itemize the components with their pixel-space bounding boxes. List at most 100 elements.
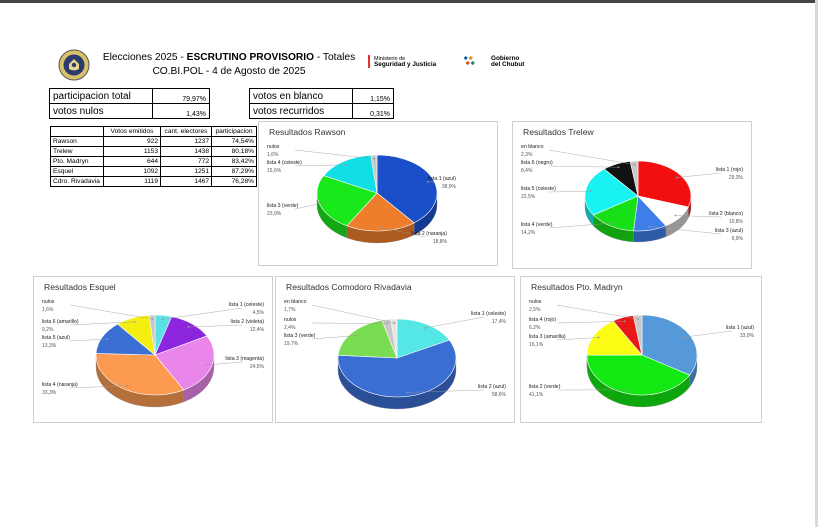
summary-table-right: votos en blanco 1,15% votos recurridos 0… [249, 88, 394, 119]
slice-value-label: 13,3% [42, 343, 57, 349]
leader-dot [612, 222, 615, 224]
votes-cell: 1153 [103, 146, 161, 157]
leader-dot [589, 190, 592, 193]
slice-label: lista 3 (magenta) [225, 356, 264, 362]
slice-value-label: 1,6% [42, 307, 54, 313]
city-cell: Esquel [50, 166, 104, 177]
leader-dot [133, 320, 136, 323]
gov-mark-orange [468, 55, 473, 61]
pie-slice-en-blanco [629, 160, 639, 197]
results-by-city-table: Votos emitidos cant. electores participa… [50, 126, 257, 187]
slice-label: lista 2 (azul) [478, 384, 506, 390]
slice-value-label: 9,2% [42, 327, 54, 333]
gov-line2: del Chubut [491, 61, 525, 68]
slice-value-label: 1,6% [267, 152, 279, 158]
slice-label: nulos [284, 317, 297, 323]
votes-cell: 1092 [103, 166, 161, 177]
leader-dot [633, 163, 636, 166]
leader-line [188, 324, 243, 328]
slice-value-label: 41,1% [529, 392, 544, 398]
slice-label: lista 5 (azul) [42, 335, 70, 341]
slice-value-label: 24,5% [250, 364, 265, 370]
pie-slice-lista-4-naranja [95, 353, 185, 396]
slice-label: lista 1 (azul) [726, 325, 754, 331]
top-border [0, 0, 818, 3]
leader-line [556, 337, 599, 341]
leader-line [556, 321, 625, 324]
pie-chart-trelew: lista 1 (rojo) 29,3% lista 2 (blanco) 10,8%… [521, 144, 744, 243]
leader-dot [628, 388, 631, 391]
leader-line [294, 164, 347, 167]
appealed-votes-row: votos recurridos 0,31% [249, 103, 394, 119]
votes-cell: 922 [103, 136, 161, 147]
leader-dot [675, 176, 678, 179]
null-votes-row: votos nulos 1,43% [49, 103, 210, 119]
slice-label: lista 4 (verde) [521, 222, 553, 228]
leader-dot [324, 201, 327, 204]
leader-line [162, 307, 243, 320]
header-votes: Votos emitidos [103, 126, 161, 137]
table-row: Pto. Madryn 644 772 83,42% [50, 156, 257, 167]
slice-label: lista 1 (rojo) [716, 167, 743, 173]
city-cell: Rawson [50, 136, 104, 147]
city-cell: Pto. Madryn [50, 156, 104, 167]
chart-panel-pto-madryn: Resultados Pto. Madryn lista 1 (azul) 33,… [520, 276, 762, 423]
gov-mark-green [470, 60, 475, 66]
participation-cell: 74,54% [211, 136, 257, 147]
leader-line [294, 202, 326, 210]
leader-line [407, 389, 485, 393]
slice-value-label: 2,3% [521, 152, 533, 158]
leader-line [684, 330, 733, 338]
slice-label: lista 4 (rojo) [529, 317, 556, 323]
ministry-mark [368, 55, 370, 68]
slice-value-label: 33,0% [740, 333, 755, 339]
chart-title: Resultados Esquel [44, 282, 116, 292]
slice-value-label: 1,7% [284, 307, 296, 313]
slice-label: lista 3 (verde) [284, 333, 316, 339]
slice-value-label: 10,8% [729, 219, 744, 225]
blank-votes-value: 1,15% [352, 88, 394, 104]
title-bold: ESCRUTINO PROVISORIO [186, 52, 315, 63]
slice-value-label: 12,4% [250, 327, 265, 333]
leader-dot [423, 327, 426, 329]
gov-line1: Gobierno [491, 55, 520, 62]
city-cell: Cdro. Rivadavia [50, 176, 104, 187]
leader-dot [379, 226, 382, 229]
participation-cell: 80,18% [211, 146, 257, 157]
electors-cell: 1237 [160, 136, 212, 147]
results-header-row: Votos emitidos cant. electores participa… [50, 126, 257, 137]
slice-label: lista 2 (naranja) [411, 231, 447, 237]
slice-label: lista 5 (celeste) [521, 186, 556, 192]
leader-dot [637, 318, 639, 321]
slice-label: nulos [267, 144, 280, 150]
leader-line [69, 385, 128, 389]
leader-line [205, 361, 243, 366]
slice-value-label: 33,3% [42, 390, 57, 396]
leader-dot [386, 322, 389, 325]
participation-row: participacion total 79,97% [49, 88, 210, 104]
pie-slice-lista-3-verde [337, 319, 398, 359]
ministry-logo-text: Ministerio de Seguridad y Justicia [374, 56, 436, 68]
appealed-votes-label: votos recurridos [249, 103, 353, 119]
pie-slice-lista-4-celeste [323, 154, 378, 194]
slice-label: lista 4 (celeste) [267, 160, 302, 166]
chart-title: Resultados Pto. Madryn [531, 282, 623, 292]
slice-label: lista 2 (blanco) [709, 211, 743, 217]
table-row: Rawson 922 1237 74,54% [50, 136, 257, 147]
title-suffix: - Totales [314, 52, 356, 63]
pie-slice-lista-5-celeste [584, 168, 639, 216]
slice-value-label: 58,6% [492, 392, 507, 398]
pie-slice-lista-1-celeste [396, 318, 450, 359]
leader-dot [373, 157, 376, 160]
pie-slice-lista-2-verde [586, 354, 691, 396]
slice-value-label: 14,2% [521, 230, 536, 236]
leader-dot [427, 180, 429, 183]
slice-value-label: 8,4% [521, 168, 533, 174]
leader-line [311, 335, 357, 340]
pie-slice-lista-1-rojo [637, 160, 692, 208]
slice-value-label: 22,5% [521, 194, 536, 200]
gov-logo-text: Gobierno del Chubut [491, 55, 525, 68]
leader-dot [205, 364, 207, 366]
leader-dot [393, 322, 396, 324]
slice-value-label: 16,1% [529, 342, 544, 348]
